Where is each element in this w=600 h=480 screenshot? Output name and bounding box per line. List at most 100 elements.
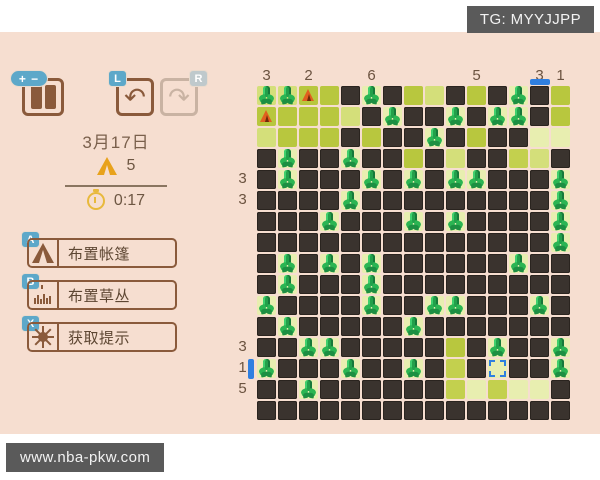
grid-cell[interactable] — [529, 85, 550, 106]
grid-cell[interactable] — [361, 400, 382, 421]
grid-cell[interactable] — [382, 253, 403, 274]
grid-cell[interactable] — [424, 295, 445, 316]
grid-cell[interactable] — [256, 316, 277, 337]
grid-cell[interactable] — [466, 190, 487, 211]
grid-cell[interactable] — [382, 190, 403, 211]
grid-cell[interactable] — [298, 400, 319, 421]
grid-cell[interactable] — [466, 232, 487, 253]
grid-cell[interactable] — [508, 295, 529, 316]
grid-cell[interactable] — [487, 169, 508, 190]
grid-cell[interactable] — [340, 106, 361, 127]
grid-cell[interactable] — [403, 211, 424, 232]
grid-cell[interactable] — [424, 106, 445, 127]
grid-cell[interactable] — [487, 148, 508, 169]
grid-cell[interactable] — [466, 274, 487, 295]
grid-cell[interactable] — [298, 106, 319, 127]
grid-cell[interactable] — [256, 190, 277, 211]
action-place-tent[interactable]: A 布置帐篷 — [21, 231, 177, 268]
grid-cell[interactable] — [445, 253, 466, 274]
grid-cell[interactable] — [424, 169, 445, 190]
grid-cell[interactable] — [361, 148, 382, 169]
grid-cell[interactable] — [382, 127, 403, 148]
grid-cell[interactable] — [340, 379, 361, 400]
grid-cell[interactable] — [256, 127, 277, 148]
grid-cell[interactable] — [445, 127, 466, 148]
action-label-b[interactable]: 布置草丛 — [57, 280, 177, 310]
grid-cell[interactable] — [466, 127, 487, 148]
grid-cell[interactable] — [256, 274, 277, 295]
grid-cell[interactable] — [382, 232, 403, 253]
grid-cell[interactable] — [319, 379, 340, 400]
grid-cell[interactable] — [508, 358, 529, 379]
grid-cell[interactable] — [361, 127, 382, 148]
grid-cell[interactable] — [277, 316, 298, 337]
grid-cell[interactable] — [361, 232, 382, 253]
grid-cell[interactable] — [340, 253, 361, 274]
grid-cell[interactable] — [340, 127, 361, 148]
grid-cell[interactable] — [550, 295, 571, 316]
grid-cell[interactable] — [256, 358, 277, 379]
grid-cell[interactable] — [277, 211, 298, 232]
grid-cell[interactable] — [424, 379, 445, 400]
grid-cell[interactable] — [487, 295, 508, 316]
grid-cell[interactable] — [277, 148, 298, 169]
grid-cell[interactable] — [466, 169, 487, 190]
grid-cell[interactable] — [508, 106, 529, 127]
grid-cell[interactable] — [340, 358, 361, 379]
grid-cell[interactable] — [382, 148, 403, 169]
grid-cell[interactable] — [277, 253, 298, 274]
grid-cell[interactable] — [256, 379, 277, 400]
grid-cell[interactable] — [466, 211, 487, 232]
grid-cell[interactable] — [403, 379, 424, 400]
grid-cell[interactable] — [319, 295, 340, 316]
grid-cell[interactable] — [340, 211, 361, 232]
grid-cell[interactable] — [298, 232, 319, 253]
grid-cell[interactable] — [445, 400, 466, 421]
grid-cell[interactable] — [319, 85, 340, 106]
grid-cell[interactable] — [298, 169, 319, 190]
grid-cell[interactable] — [340, 295, 361, 316]
grid-cell[interactable] — [256, 295, 277, 316]
grid-cell[interactable] — [361, 316, 382, 337]
grid-cell[interactable] — [382, 337, 403, 358]
grid-cell[interactable] — [529, 106, 550, 127]
grid-cell[interactable] — [529, 316, 550, 337]
grid-cell[interactable] — [529, 379, 550, 400]
grid-cell[interactable] — [508, 400, 529, 421]
grid-cell[interactable] — [466, 337, 487, 358]
grid-cell[interactable] — [445, 169, 466, 190]
grid-cell[interactable] — [424, 358, 445, 379]
grid-cell[interactable] — [466, 148, 487, 169]
grid-cell[interactable] — [298, 127, 319, 148]
grid-cell[interactable] — [319, 274, 340, 295]
grid-cell[interactable] — [529, 295, 550, 316]
grid-cell[interactable] — [298, 85, 319, 106]
grid-cell[interactable] — [319, 316, 340, 337]
grid-cell[interactable] — [382, 358, 403, 379]
grid-cell[interactable] — [550, 190, 571, 211]
grid-cell[interactable] — [298, 190, 319, 211]
grid-cell[interactable] — [361, 358, 382, 379]
grid-cell[interactable] — [424, 148, 445, 169]
grid-cell[interactable] — [319, 211, 340, 232]
grid-cell[interactable] — [361, 337, 382, 358]
grid-cell[interactable] — [277, 295, 298, 316]
grid-cell[interactable] — [445, 379, 466, 400]
grid-cell[interactable] — [319, 337, 340, 358]
grid-cell[interactable] — [550, 85, 571, 106]
grid-cell[interactable] — [445, 316, 466, 337]
grid-cell[interactable] — [550, 148, 571, 169]
grid-cell[interactable] — [403, 148, 424, 169]
puzzle-grid[interactable] — [256, 85, 571, 421]
grid-cell[interactable] — [487, 358, 508, 379]
grid-cell[interactable] — [550, 127, 571, 148]
grid-cell[interactable] — [319, 358, 340, 379]
grid-cell[interactable] — [550, 211, 571, 232]
grid-cell[interactable] — [550, 337, 571, 358]
action-label-x[interactable]: 获取提示 — [57, 322, 177, 352]
grid-cell[interactable] — [403, 169, 424, 190]
grid-cell[interactable] — [550, 316, 571, 337]
grid-cell[interactable] — [256, 232, 277, 253]
grid-cell[interactable] — [445, 358, 466, 379]
grid-cell[interactable] — [340, 169, 361, 190]
